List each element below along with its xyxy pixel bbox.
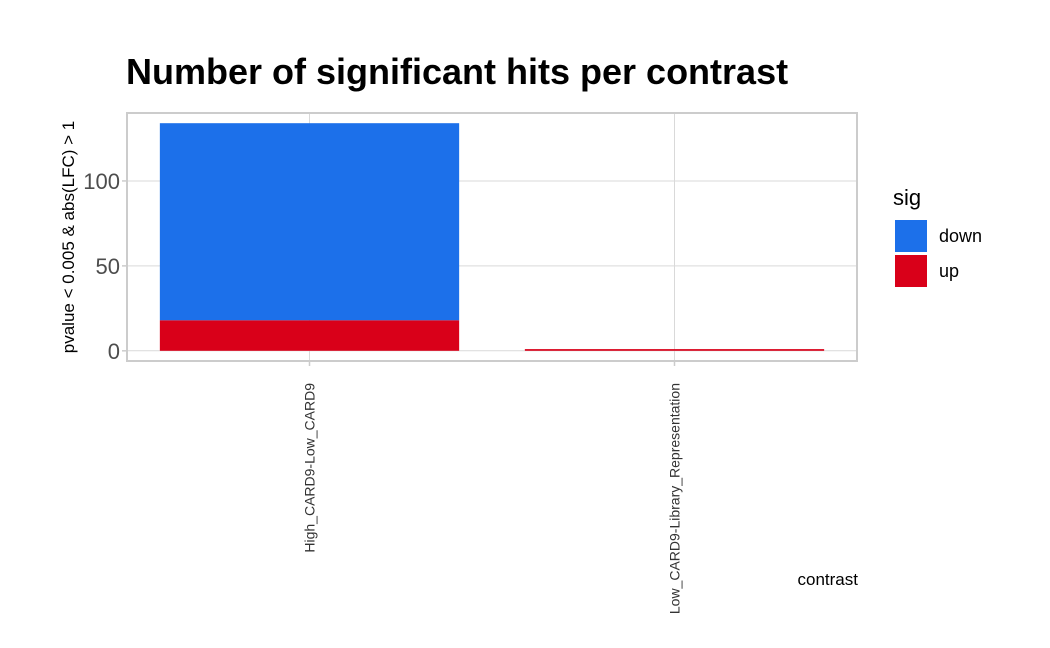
- legend: sig down up: [893, 185, 982, 287]
- legend-label-up: up: [939, 261, 959, 281]
- bar-down-1: [159, 123, 460, 321]
- legend-key-down: [895, 220, 927, 252]
- panel-border: [126, 112, 858, 362]
- legend-key-up: [895, 255, 927, 287]
- x-tick-label: High_CARD9-Low_CARD9: [302, 383, 318, 553]
- y-tick-label: 0: [108, 339, 120, 364]
- x-tick-label: Low_CARD9-Library_Representation: [667, 383, 683, 614]
- chart-title: Number of significant hits per contrast: [126, 51, 788, 92]
- legend-title: sig: [893, 185, 921, 210]
- y-axis-label: pvalue < 0.005 & abs(LFC) > 1: [59, 121, 78, 353]
- y-tick-label: 50: [96, 254, 120, 279]
- x-axis-label: contrast: [798, 570, 859, 589]
- y-tick-label: 100: [83, 169, 120, 194]
- bar-up-2: [524, 349, 825, 351]
- bar-up-1: [159, 320, 460, 351]
- legend-label-down: down: [939, 226, 982, 246]
- plot-area: 0 50 100 High_CARD9-Low_CARD9 Low_CARD9-Libr…: [83, 112, 858, 614]
